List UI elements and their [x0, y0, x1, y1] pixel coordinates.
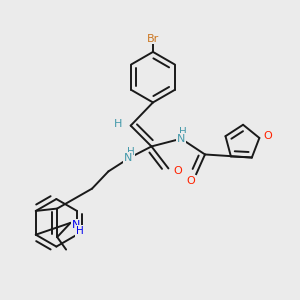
Text: N: N [124, 153, 132, 163]
Text: N: N [72, 220, 80, 230]
Text: N: N [176, 134, 185, 144]
Text: O: O [186, 176, 195, 186]
Text: H: H [127, 147, 135, 157]
Text: H: H [179, 127, 187, 137]
Text: H: H [76, 226, 84, 236]
Text: O: O [173, 166, 182, 176]
Text: O: O [263, 131, 272, 142]
Text: Br: Br [147, 34, 159, 44]
Text: H: H [114, 119, 122, 129]
